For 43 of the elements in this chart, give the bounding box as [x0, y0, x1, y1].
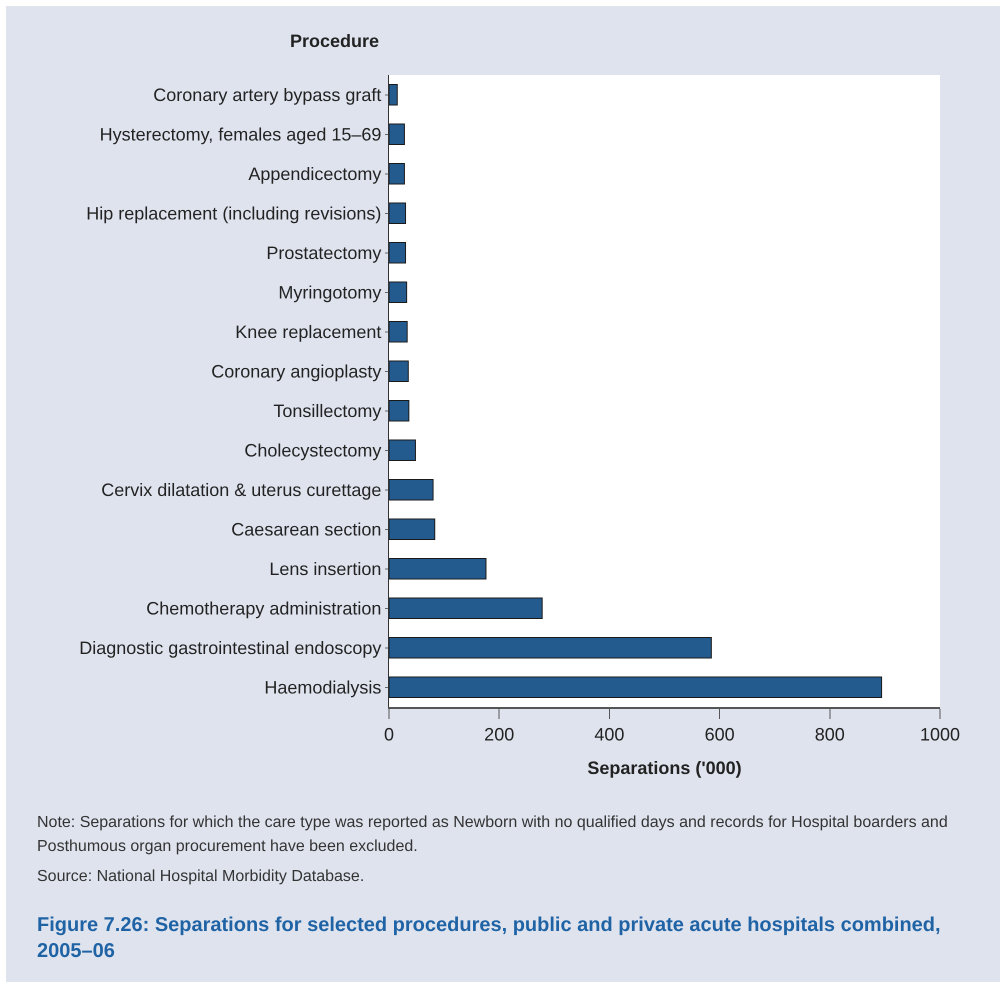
- y-tick-label: Prostatectomy: [266, 243, 382, 264]
- bar: [389, 558, 486, 580]
- x-tick-label: 400: [594, 724, 624, 744]
- y-tick-label: Knee replacement: [235, 322, 382, 342]
- bar: [389, 202, 406, 224]
- y-tick-label: Hysterectomy, females aged 15–69: [100, 124, 382, 145]
- y-tick-label: Chemotherapy administration: [146, 598, 382, 619]
- x-tick-label: 1000: [920, 724, 960, 744]
- bar: [389, 636, 712, 659]
- bar: [389, 518, 436, 540]
- x-axis-title: Separations ('000): [587, 758, 742, 778]
- y-tick-label: Myringotomy: [278, 282, 382, 303]
- bar: [389, 439, 416, 462]
- bar: [389, 676, 882, 698]
- bar: [389, 123, 405, 146]
- bar: [389, 360, 409, 382]
- bar: [389, 162, 405, 185]
- text: Figure 7.26: Separations for selected procedures, public and private acute hospitals combined, 2005–06: [37, 913, 942, 964]
- y-tick-label: Tonsillectomy: [273, 401, 382, 422]
- y-tick-label: Coronary angioplasty: [211, 362, 382, 382]
- bar: [389, 478, 434, 501]
- bar: [389, 320, 408, 343]
- source-note: Source: National Hospital Morbidity Database.: [37, 867, 366, 887]
- bar: [389, 281, 408, 304]
- bar: [389, 84, 398, 106]
- bar: [389, 242, 406, 264]
- y-tick-label: Coronary artery bypass graft: [153, 85, 382, 106]
- y-tick-label: Cholecystectomy: [244, 440, 382, 461]
- bar: [389, 400, 410, 422]
- y-tick-label: Lens insertion: [269, 559, 382, 580]
- x-tick-label: 0: [384, 724, 394, 744]
- bar: [389, 597, 543, 620]
- y-tick-label: Haemodialysis: [264, 678, 382, 698]
- y-tick-label: Diagnostic gastrointestinal endoscopy: [79, 638, 382, 658]
- y-tick-label: Hip replacement (including revisions): [86, 204, 382, 224]
- x-tick-label: 600: [704, 724, 735, 744]
- x-tick-label: 800: [814, 724, 845, 744]
- y-tick-label: Caesarean section: [231, 520, 382, 540]
- y-tick-label: Appendicectomy: [248, 164, 382, 184]
- y-tick-label: Cervix dilatation & uterus curettage: [101, 480, 382, 500]
- x-tick-label: 200: [484, 724, 514, 744]
- y-axis-title: Procedure: [290, 31, 380, 51]
- text: Note: Separations for which the care type was reported as Newborn with no qualified days and records for Hospital boarders and Posthumous organ procurement have been excluded.: [37, 813, 949, 857]
